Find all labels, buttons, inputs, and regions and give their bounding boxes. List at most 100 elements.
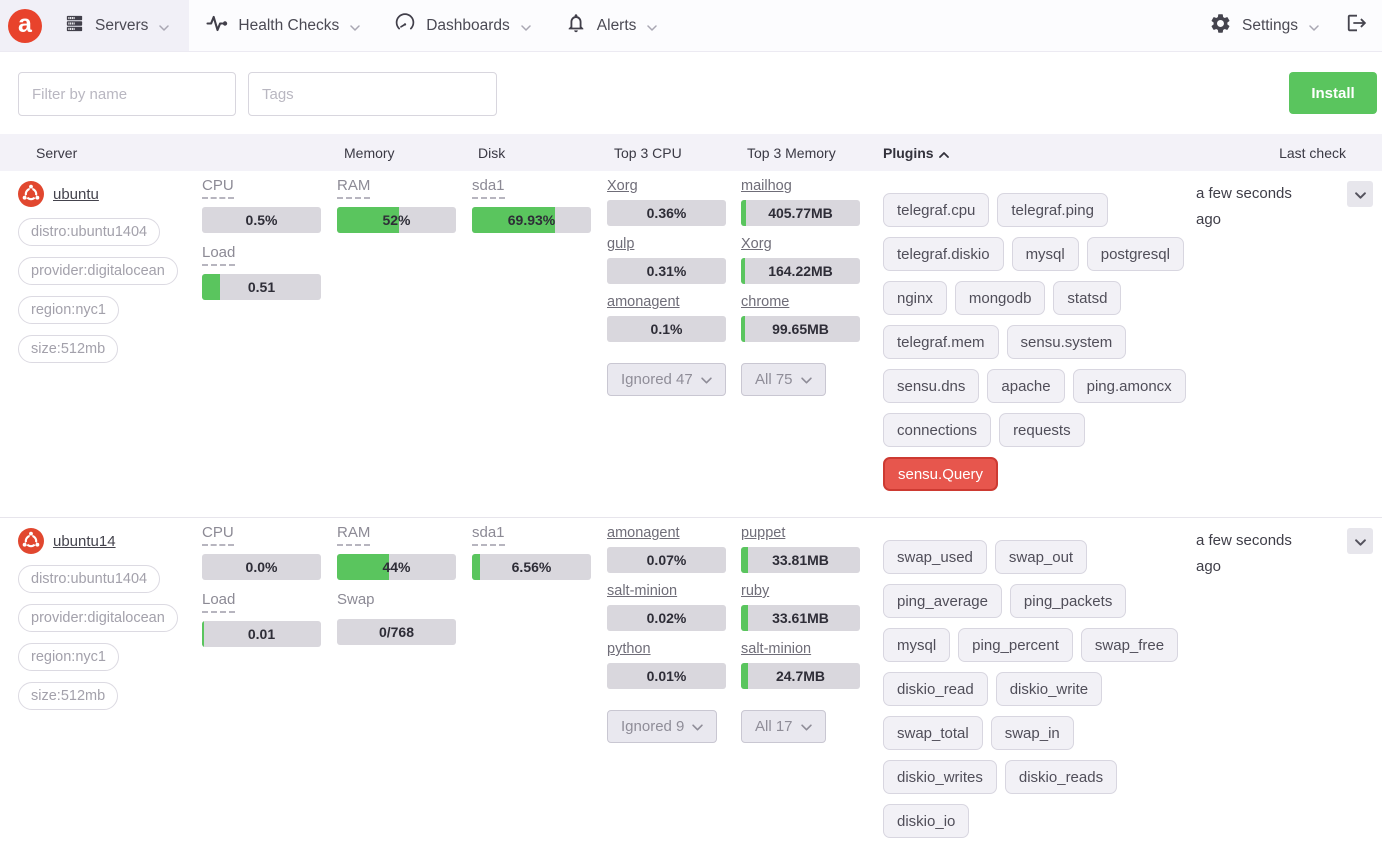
- usage-bar: 0.01: [202, 621, 321, 647]
- process-link[interactable]: Xorg: [607, 178, 638, 194]
- nav-item-dashboards[interactable]: Dashboards: [377, 0, 548, 51]
- process-link[interactable]: ruby: [741, 583, 770, 599]
- usage-bar: 33.61MB: [741, 605, 860, 631]
- nav-active-block: a S: [0, 0, 190, 51]
- header-disk[interactable]: Disk: [478, 144, 506, 161]
- usage-bar-fill: [741, 547, 749, 573]
- plugin-pill[interactable]: ping_average: [883, 584, 1002, 618]
- plugin-pill[interactable]: swap_free: [1080, 628, 1179, 662]
- nav-item-alerts[interactable]: Alerts: [548, 0, 675, 51]
- metric-label[interactable]: RAM: [337, 177, 371, 199]
- usage-bar-value: 0.01: [247, 626, 276, 642]
- process-link[interactable]: gulp: [607, 236, 635, 252]
- process-link[interactable]: mailhog: [741, 178, 792, 194]
- all-processes-button[interactable]: All 75: [741, 363, 826, 396]
- tags-filter-input[interactable]: [248, 72, 497, 116]
- usage-bar: 69.93%: [472, 207, 591, 233]
- header-top3-cpu[interactable]: Top 3 CPU: [614, 144, 682, 161]
- header-top3-memory[interactable]: Top 3 Memory: [747, 144, 836, 161]
- plugin-pill[interactable]: telegraf.cpu: [883, 193, 990, 227]
- row-expand-button[interactable]: [1347, 528, 1373, 554]
- plugin-pill[interactable]: telegraf.ping: [997, 193, 1108, 227]
- server-tag[interactable]: region:nyc1: [18, 643, 119, 671]
- metric-label[interactable]: CPU: [202, 524, 234, 546]
- plugin-pill[interactable]: mongodb: [954, 281, 1046, 315]
- usage-bar-value: 0/768: [378, 624, 415, 640]
- all-processes-button[interactable]: All 17: [741, 710, 826, 743]
- row-expand-button[interactable]: [1347, 181, 1373, 207]
- plugin-pill[interactable]: statsd: [1053, 281, 1122, 315]
- amon-logo[interactable]: a: [8, 8, 42, 43]
- plugin-pill[interactable]: swap_in: [990, 716, 1074, 750]
- nav-item-health-checks[interactable]: Health Checks: [189, 0, 377, 51]
- process-link[interactable]: amonagent: [607, 525, 680, 541]
- server-tag[interactable]: provider:digitalocean: [18, 257, 178, 285]
- plugin-pill[interactable]: nginx: [883, 281, 947, 315]
- ignored-processes-button[interactable]: Ignored 47: [607, 363, 726, 396]
- plugin-pill[interactable]: mysql: [883, 628, 951, 662]
- nav-item-servers[interactable]: Servers: [42, 13, 183, 39]
- server-table-body: ubuntu distro:ubuntu1404 provider:digitalo…: [0, 171, 1382, 864]
- usage-bar-value: 405.77MB: [768, 205, 833, 221]
- metric-label[interactable]: CPU: [202, 177, 234, 199]
- plugin-pill[interactable]: telegraf.diskio: [883, 237, 1004, 271]
- plugin-pill[interactable]: telegraf.mem: [883, 325, 999, 359]
- server-tag[interactable]: distro:ubuntu1404: [18, 565, 161, 593]
- process-link[interactable]: salt-minion: [607, 583, 678, 599]
- process-entry: gulp 0.31%: [607, 235, 741, 284]
- plugin-pill-alert[interactable]: sensu.Query: [883, 457, 999, 491]
- table-header: Server Memory Disk Top 3 CPU Top 3 Memor…: [0, 134, 1382, 171]
- process-link[interactable]: chrome: [741, 294, 790, 310]
- usage-bar-fill: [337, 207, 399, 233]
- plugin-pill[interactable]: diskio_writes: [883, 760, 997, 794]
- filter-by-name-input[interactable]: [18, 72, 236, 116]
- nav-item-settings[interactable]: Settings: [1192, 0, 1336, 51]
- last-check-cell: a few seconds ago: [1196, 524, 1373, 580]
- plugin-pill[interactable]: connections: [883, 413, 992, 447]
- plugin-pill[interactable]: mysql: [1011, 237, 1079, 271]
- process-link[interactable]: Xorg: [741, 236, 772, 252]
- plugin-pill[interactable]: sensu.system: [1006, 325, 1127, 359]
- header-memory[interactable]: Memory: [344, 144, 395, 161]
- server-tag[interactable]: distro:ubuntu1404: [18, 218, 161, 246]
- server-name-link[interactable]: ubuntu14: [53, 532, 116, 550]
- plugin-pill[interactable]: diskio_write: [995, 672, 1103, 706]
- plugin-pill[interactable]: ping.amoncx: [1072, 369, 1186, 403]
- server-tag[interactable]: size:512mb: [18, 682, 119, 710]
- metric-label[interactable]: RAM: [337, 524, 371, 546]
- server-tag[interactable]: size:512mb: [18, 335, 119, 363]
- nav-left: a S: [0, 0, 674, 51]
- process-link[interactable]: puppet: [741, 525, 786, 541]
- server-name-link[interactable]: ubuntu: [53, 185, 99, 203]
- header-last-check[interactable]: Last check: [1279, 144, 1346, 161]
- plugin-pill[interactable]: diskio_reads: [1004, 760, 1118, 794]
- process-link[interactable]: amonagent: [607, 294, 680, 310]
- plugin-pill[interactable]: swap_out: [994, 540, 1088, 574]
- plugin-pill[interactable]: ping_packets: [1009, 584, 1127, 618]
- disk-cell: sda1 69.93%: [472, 177, 607, 244]
- metric-label[interactable]: Load: [202, 244, 236, 266]
- server-tag[interactable]: provider:digitalocean: [18, 604, 178, 632]
- usage-bar: 405.77MB: [741, 200, 860, 226]
- chevron-down-icon: [701, 371, 712, 388]
- plugin-pill[interactable]: postgresql: [1086, 237, 1184, 271]
- process-link[interactable]: salt-minion: [741, 641, 812, 657]
- plugin-pill[interactable]: apache: [987, 369, 1065, 403]
- metric-label[interactable]: sda1: [472, 177, 505, 199]
- plugin-pill[interactable]: swap_total: [883, 716, 983, 750]
- ignored-processes-button[interactable]: Ignored 9: [607, 710, 718, 743]
- header-server[interactable]: Server: [36, 144, 78, 161]
- logout-button[interactable]: [1336, 0, 1382, 51]
- install-button[interactable]: Install: [1289, 72, 1377, 114]
- metric-label[interactable]: Load: [202, 591, 236, 613]
- plugin-pill[interactable]: swap_used: [883, 540, 987, 574]
- process-link[interactable]: python: [607, 641, 651, 657]
- header-plugins[interactable]: Plugins: [883, 145, 1196, 161]
- plugin-pill[interactable]: sensu.dns: [883, 369, 980, 403]
- plugin-pill[interactable]: ping_percent: [958, 628, 1073, 662]
- metric-label[interactable]: sda1: [472, 524, 505, 546]
- plugin-pill[interactable]: diskio_read: [883, 672, 988, 706]
- plugin-pill[interactable]: diskio_io: [883, 804, 970, 838]
- server-tag[interactable]: region:nyc1: [18, 296, 119, 324]
- plugin-pill[interactable]: requests: [999, 413, 1085, 447]
